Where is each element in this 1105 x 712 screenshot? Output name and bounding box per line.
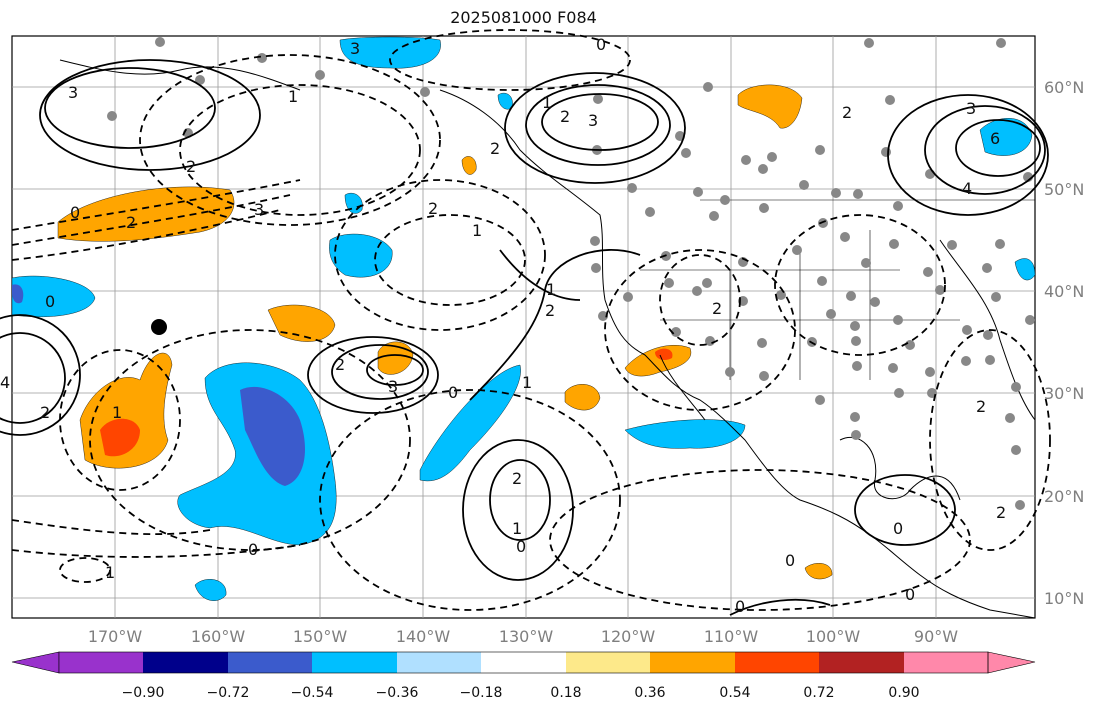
contour-label: 3 bbox=[254, 200, 264, 219]
map-frame bbox=[11, 35, 1036, 619]
colorbar-segment bbox=[481, 652, 566, 673]
contour-label: 0 bbox=[448, 383, 458, 402]
contour-label: 3 bbox=[388, 377, 398, 396]
colorbar-tick-label: 0.18 bbox=[550, 685, 581, 701]
colorbar-extend-min bbox=[11, 651, 60, 674]
lon-label: 150°W bbox=[293, 627, 348, 646]
colorbar-tick-label: −0.36 bbox=[376, 685, 419, 701]
contour-label: 0 bbox=[516, 537, 526, 556]
contour-label: 2 bbox=[712, 299, 722, 318]
lon-label: 140°W bbox=[396, 627, 451, 646]
contour-label: 3 bbox=[966, 99, 976, 118]
contour-label: 2 bbox=[512, 469, 522, 488]
contour-label: 2 bbox=[560, 107, 570, 126]
contour-label: 0 bbox=[70, 203, 80, 222]
colorbar-tick-labels: −0.90 −0.72 −0.54 −0.36 −0.18 0.18 0.36 … bbox=[122, 685, 920, 701]
contour-label: 0 bbox=[45, 292, 55, 311]
contour-label: 0 bbox=[893, 519, 903, 538]
colorbar-tick-label: 0.36 bbox=[634, 685, 665, 701]
lon-label: 170°W bbox=[88, 627, 143, 646]
contour-label: 4 bbox=[962, 179, 972, 198]
colorbar bbox=[11, 651, 1036, 674]
contour-label: 2 bbox=[428, 199, 438, 218]
contour-label: 0 bbox=[905, 585, 915, 604]
colorbar-segment bbox=[566, 652, 650, 673]
colorbar-tick-label: 0.72 bbox=[803, 685, 834, 701]
lon-labels: 170°W 160°W 150°W 140°W 130°W 120°W 110°… bbox=[88, 627, 958, 646]
colorbar-tick-label: 0.90 bbox=[888, 685, 919, 701]
contour-label: 2 bbox=[545, 301, 555, 320]
contour-label: 0 bbox=[248, 540, 258, 559]
colorbar-segment bbox=[312, 652, 397, 673]
lon-label: 130°W bbox=[499, 627, 554, 646]
lon-label: 100°W bbox=[806, 627, 861, 646]
contour-label: 1 bbox=[546, 280, 556, 299]
lat-labels: 60°N 50°N 40°N 30°N 20°N 10°N bbox=[1044, 78, 1084, 608]
colorbar-segment bbox=[143, 652, 228, 673]
contour-label: 2 bbox=[186, 157, 196, 176]
colorbar-segment bbox=[819, 652, 904, 673]
contour-label: 1 bbox=[542, 93, 552, 112]
contour-label: 2 bbox=[335, 355, 345, 374]
point-marker bbox=[151, 319, 167, 335]
map-title: 2025081000 F084 bbox=[450, 8, 597, 27]
contour-label: 4 bbox=[0, 373, 10, 392]
contour-label: 1 bbox=[512, 519, 522, 538]
colorbar-tick-label: 0.54 bbox=[719, 685, 750, 701]
colorbar-segment bbox=[735, 652, 819, 673]
colorbar-segment bbox=[650, 652, 735, 673]
dashed-contours bbox=[11, 29, 1051, 611]
colorbar-segment bbox=[59, 652, 143, 673]
solid-contours bbox=[0, 59, 1049, 616]
contour-label: 2 bbox=[996, 503, 1006, 522]
colorbar-segment bbox=[228, 652, 312, 673]
colorbar-outline bbox=[58, 651, 989, 674]
lon-label: 120°W bbox=[601, 627, 656, 646]
contour-label: 1 bbox=[522, 373, 532, 392]
lat-label: 10°N bbox=[1044, 589, 1084, 608]
lat-label: 50°N bbox=[1044, 180, 1084, 199]
lat-label: 60°N bbox=[1044, 78, 1084, 97]
contour-label: 1 bbox=[288, 87, 298, 106]
contour-label: 2 bbox=[842, 103, 852, 122]
coastlines bbox=[59, 59, 1036, 619]
lon-label: 110°W bbox=[704, 627, 759, 646]
contour-label: 6 bbox=[990, 129, 1000, 148]
lat-label: 30°N bbox=[1044, 384, 1084, 403]
contour-label: 0 bbox=[785, 551, 795, 570]
lat-label: 20°N bbox=[1044, 487, 1084, 506]
contour-label: 2 bbox=[976, 397, 986, 416]
colorbar-extend-max bbox=[987, 651, 1036, 674]
contour-label: 1 bbox=[112, 403, 122, 422]
contour-label: 2 bbox=[126, 213, 136, 232]
colorbar-tick-label: −0.72 bbox=[207, 685, 250, 701]
contour-label: 1 bbox=[105, 563, 115, 582]
colorbar-tick-label: −0.90 bbox=[122, 685, 165, 701]
lon-label: 90°W bbox=[914, 627, 958, 646]
contour-label: 2 bbox=[490, 139, 500, 158]
colorbar-segment bbox=[904, 652, 988, 673]
contour-label: 2 bbox=[40, 403, 50, 422]
contour-label: 1 bbox=[472, 221, 482, 240]
colorbar-tick-label: −0.18 bbox=[460, 685, 503, 701]
lon-label: 160°W bbox=[191, 627, 246, 646]
contour-label: 0 bbox=[735, 597, 745, 616]
contour-label: 3 bbox=[350, 39, 360, 58]
contour-label: 3 bbox=[68, 83, 78, 102]
colorbar-tick-label: −0.54 bbox=[291, 685, 334, 701]
contour-label: 3 bbox=[588, 111, 598, 130]
colorbar-segment bbox=[397, 652, 481, 673]
lat-label: 40°N bbox=[1044, 282, 1084, 301]
contour-label: 0 bbox=[596, 35, 606, 54]
contour-labels: 3 2 0 2 3 2 1 3 0 2 3 4 2 1 2 3 6 4 3 2 … bbox=[0, 35, 1006, 616]
